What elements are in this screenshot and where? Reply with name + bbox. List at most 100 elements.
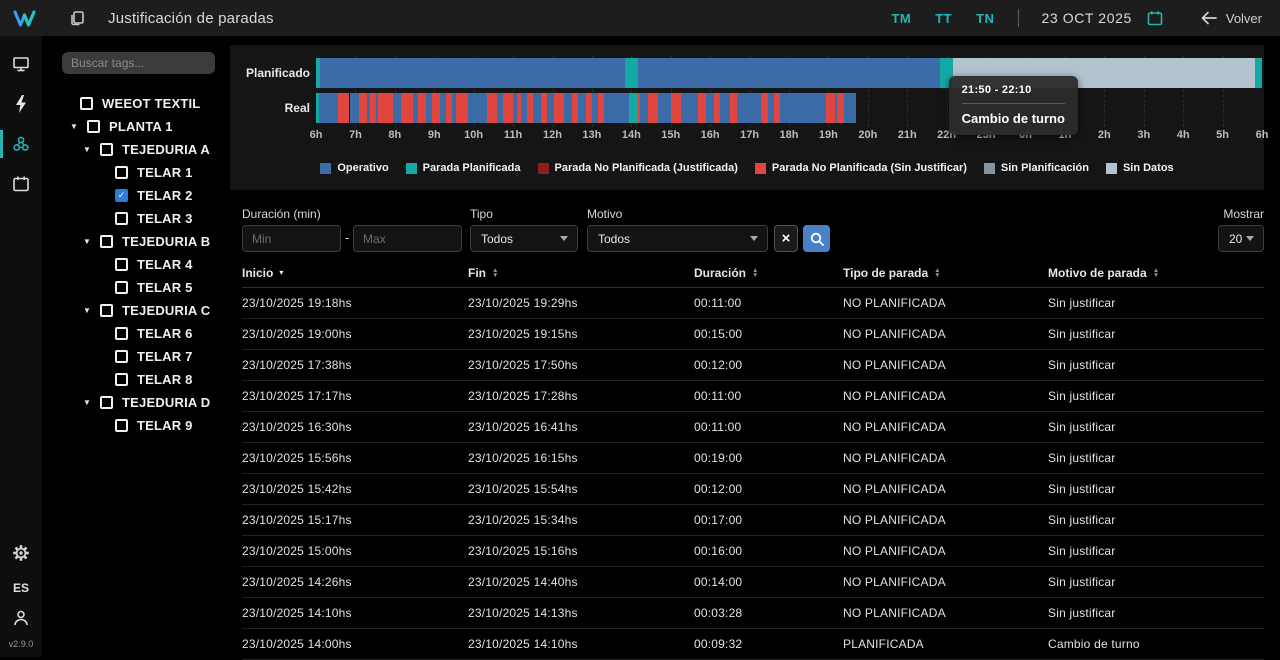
duration-min-input[interactable] — [242, 225, 341, 252]
gantt-segment-parada_sin_justificar[interactable] — [418, 93, 426, 123]
gantt-segment-parada_sin_justificar[interactable] — [671, 93, 682, 123]
apply-filters-button[interactable] — [803, 225, 830, 252]
column-header-tipo-de-parada[interactable]: Tipo de parada▲▼ — [843, 266, 1048, 280]
checkbox-telar-8[interactable] — [115, 373, 128, 386]
gantt-segment-operativo[interactable] — [319, 93, 338, 123]
motivo-select[interactable]: Todos — [587, 225, 768, 252]
shift-button-tt[interactable]: TT — [935, 11, 952, 26]
gantt-segment-parada_sin_justificar[interactable] — [338, 93, 350, 123]
column-header-inicio[interactable]: Inicio▾ — [242, 266, 468, 280]
gantt-segment-operativo[interactable] — [350, 93, 360, 123]
gantt-segment-parada_sin_justificar[interactable] — [761, 93, 768, 123]
rail-item-calendar[interactable] — [0, 164, 42, 204]
expand-arrow-icon[interactable]: ▼ — [70, 122, 87, 131]
shift-button-tm[interactable]: TM — [891, 11, 911, 26]
gantt-segment-parada_sin_justificar[interactable] — [456, 93, 468, 123]
checkbox-tejeduria-c[interactable] — [100, 304, 113, 317]
gantt-segment-operativo[interactable] — [720, 93, 730, 123]
user-button[interactable] — [11, 603, 31, 633]
pages-icon[interactable] — [68, 9, 86, 27]
column-header-fin[interactable]: Fin▲▼ — [468, 266, 694, 280]
clear-filters-button[interactable]: × — [774, 225, 798, 252]
checkbox-telar-6[interactable] — [115, 327, 128, 340]
tree-item-telar-4[interactable]: TELAR 4 — [42, 253, 230, 276]
checkbox-telar-9[interactable] — [115, 419, 128, 432]
legend-item-parada_sin_justificar[interactable]: Parada No Planificada (Sin Justificar) — [755, 162, 967, 174]
checkbox-telar-5[interactable] — [115, 281, 128, 294]
gantt-segment-operativo[interactable] — [320, 58, 625, 88]
tree-item-telar-6[interactable]: TELAR 6 — [42, 322, 230, 345]
gantt-segment-parada_sin_justificar[interactable] — [730, 93, 737, 123]
checkbox-telar-2[interactable]: ✓ — [115, 189, 128, 202]
legend-item-sin_datos[interactable]: Sin Datos — [1106, 162, 1174, 174]
tree-item-tejeduria-b[interactable]: ▼TEJEDURIA B — [42, 230, 230, 253]
search-input[interactable] — [62, 52, 215, 74]
gantt-segment-parada_sin_justificar[interactable] — [837, 93, 844, 123]
checkbox-telar-7[interactable] — [115, 350, 128, 363]
checkbox-planta-1[interactable] — [87, 120, 100, 133]
rail-item-energy[interactable] — [0, 84, 42, 124]
tree-item-telar-5[interactable]: TELAR 5 — [42, 276, 230, 299]
tree-item-planta-1[interactable]: ▼PLANTA 1 — [42, 115, 230, 138]
checkbox-tejeduria-b[interactable] — [100, 235, 113, 248]
gantt-segment-parada_sin_justificar[interactable] — [554, 93, 564, 123]
expand-arrow-icon[interactable]: ▼ — [83, 237, 100, 246]
tree-item-telar-2[interactable]: ✓TELAR 2 — [42, 184, 230, 207]
tree-item-telar-3[interactable]: TELAR 3 — [42, 207, 230, 230]
expand-arrow-icon[interactable]: ▼ — [83, 306, 100, 315]
gantt-segment-operativo[interactable] — [706, 93, 714, 123]
gantt-segment-parada_planificada[interactable] — [625, 58, 638, 88]
checkbox-tejeduria-a[interactable] — [100, 143, 113, 156]
expand-arrow-icon[interactable]: ▼ — [83, 145, 100, 154]
gantt-segment-operativo[interactable] — [547, 93, 555, 123]
legend-item-sin_planificacion[interactable]: Sin Planificación — [984, 162, 1089, 174]
gantt-segment-operativo[interactable] — [780, 93, 826, 123]
gantt-segment-operativo[interactable] — [468, 93, 488, 123]
gantt-segment-parada_sin_justificar[interactable] — [432, 93, 440, 123]
checkbox-telar-4[interactable] — [115, 258, 128, 271]
tree-item-telar-7[interactable]: TELAR 7 — [42, 345, 230, 368]
checkbox-weeot-textil[interactable] — [80, 97, 93, 110]
gantt-segment-parada_sin_justificar[interactable] — [487, 93, 497, 123]
shift-button-tn[interactable]: TN — [976, 11, 994, 26]
gantt-segment-operativo[interactable] — [564, 93, 572, 123]
calendar-picker-icon[interactable] — [1146, 9, 1164, 27]
gantt-segment-parada_sin_justificar[interactable] — [648, 93, 657, 123]
checkbox-telar-1[interactable] — [115, 166, 128, 179]
gantt-segment-parada_sin_justificar[interactable] — [401, 93, 413, 123]
gantt-segment-operativo[interactable] — [578, 93, 586, 123]
tree-item-tejeduria-a[interactable]: ▼TEJEDURIA A — [42, 138, 230, 161]
back-button[interactable]: Volver — [1200, 10, 1262, 26]
gantt-segment-operativo[interactable] — [658, 93, 671, 123]
gantt-segment-operativo[interactable] — [533, 93, 541, 123]
gantt-segment-parada_sin_justificar[interactable] — [826, 93, 835, 123]
duration-max-input[interactable] — [353, 225, 462, 252]
gantt-segment-operativo[interactable] — [638, 58, 940, 88]
gantt-segment-parada_sin_justificar[interactable] — [359, 93, 367, 123]
gantt-segment-operativo[interactable] — [640, 93, 648, 123]
expand-arrow-icon[interactable]: ▼ — [83, 398, 100, 407]
column-header-motivo-de-parada[interactable]: Motivo de parada▲▼ — [1048, 266, 1264, 280]
tree-item-tejeduria-d[interactable]: ▼TEJEDURIA D — [42, 391, 230, 414]
rail-item-monitor[interactable] — [0, 44, 42, 84]
gantt-segment-parada_sin_justificar[interactable] — [698, 93, 706, 123]
gantt-segment-parada_planificada[interactable] — [629, 93, 638, 123]
legend-item-parada_planificada[interactable]: Parada Planificada — [406, 162, 521, 174]
tree-item-tejeduria-c[interactable]: ▼TEJEDURIA C — [42, 299, 230, 322]
tree-item-telar-1[interactable]: TELAR 1 — [42, 161, 230, 184]
tipo-select[interactable]: Todos — [470, 225, 578, 252]
checkbox-telar-3[interactable] — [115, 212, 128, 225]
rail-item-machines[interactable] — [0, 124, 42, 164]
page-size-select[interactable]: 20 — [1218, 225, 1264, 252]
